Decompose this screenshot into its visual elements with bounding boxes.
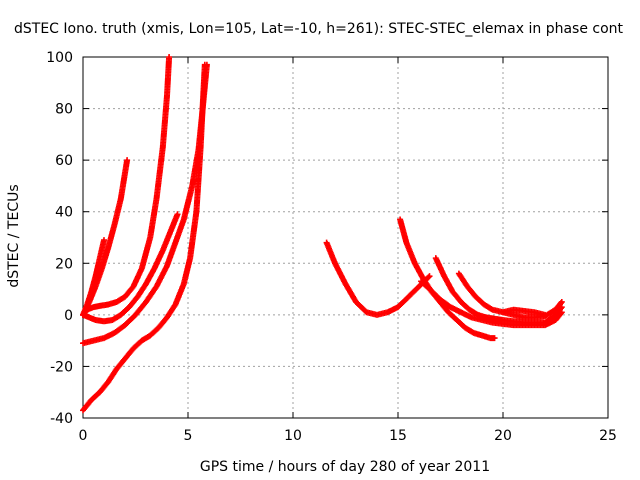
data-point xyxy=(124,157,131,164)
data-point xyxy=(542,311,548,318)
x-tick-label: 20 xyxy=(494,428,512,444)
series-3 xyxy=(80,157,131,318)
y-tick-label: -40 xyxy=(50,411,73,427)
y-tick-label: 0 xyxy=(64,308,73,324)
data-points xyxy=(80,54,565,414)
x-tick-label: 25 xyxy=(599,428,617,444)
data-point xyxy=(558,298,565,305)
grid xyxy=(83,57,608,418)
ticks: 0 5 10 15 20 25 -40 -20 0 20 40 60 80 100 xyxy=(46,50,617,444)
data-point xyxy=(425,274,432,281)
data-point xyxy=(166,54,173,60)
y-tick-label: -20 xyxy=(50,359,73,375)
x-tick-label: 10 xyxy=(284,428,302,444)
y-tick-label: 20 xyxy=(55,256,73,272)
y-tick-label: 60 xyxy=(55,153,73,169)
data-point xyxy=(174,211,181,218)
x-tick-label: 5 xyxy=(184,428,193,444)
data-point xyxy=(557,300,564,307)
series-12 xyxy=(500,306,548,318)
data-point xyxy=(426,273,433,280)
data-point xyxy=(201,61,208,68)
series-11 xyxy=(455,270,565,321)
y-axis-label: dSTEC / TECUs xyxy=(6,184,22,287)
y-tick-label: 40 xyxy=(55,205,73,221)
series-6 xyxy=(80,61,208,414)
y-tick-label: 100 xyxy=(46,50,73,66)
data-point xyxy=(101,237,107,244)
plot-frame xyxy=(82,56,609,419)
plot-border xyxy=(82,56,609,419)
x-tick-label: 15 xyxy=(389,428,407,444)
data-point xyxy=(491,335,498,342)
series-7 xyxy=(323,239,433,318)
chart-title: dSTEC Iono. truth (xmis, Lon=105, Lat=-1… xyxy=(14,21,624,37)
series-4 xyxy=(80,211,181,325)
y-tick-label: 80 xyxy=(55,102,73,118)
x-axis-label: GPS time / hours of day 280 of year 2011 xyxy=(200,459,490,475)
series-1 xyxy=(80,54,173,318)
x-tick-label: 0 xyxy=(79,428,88,444)
series-9 xyxy=(418,278,565,329)
